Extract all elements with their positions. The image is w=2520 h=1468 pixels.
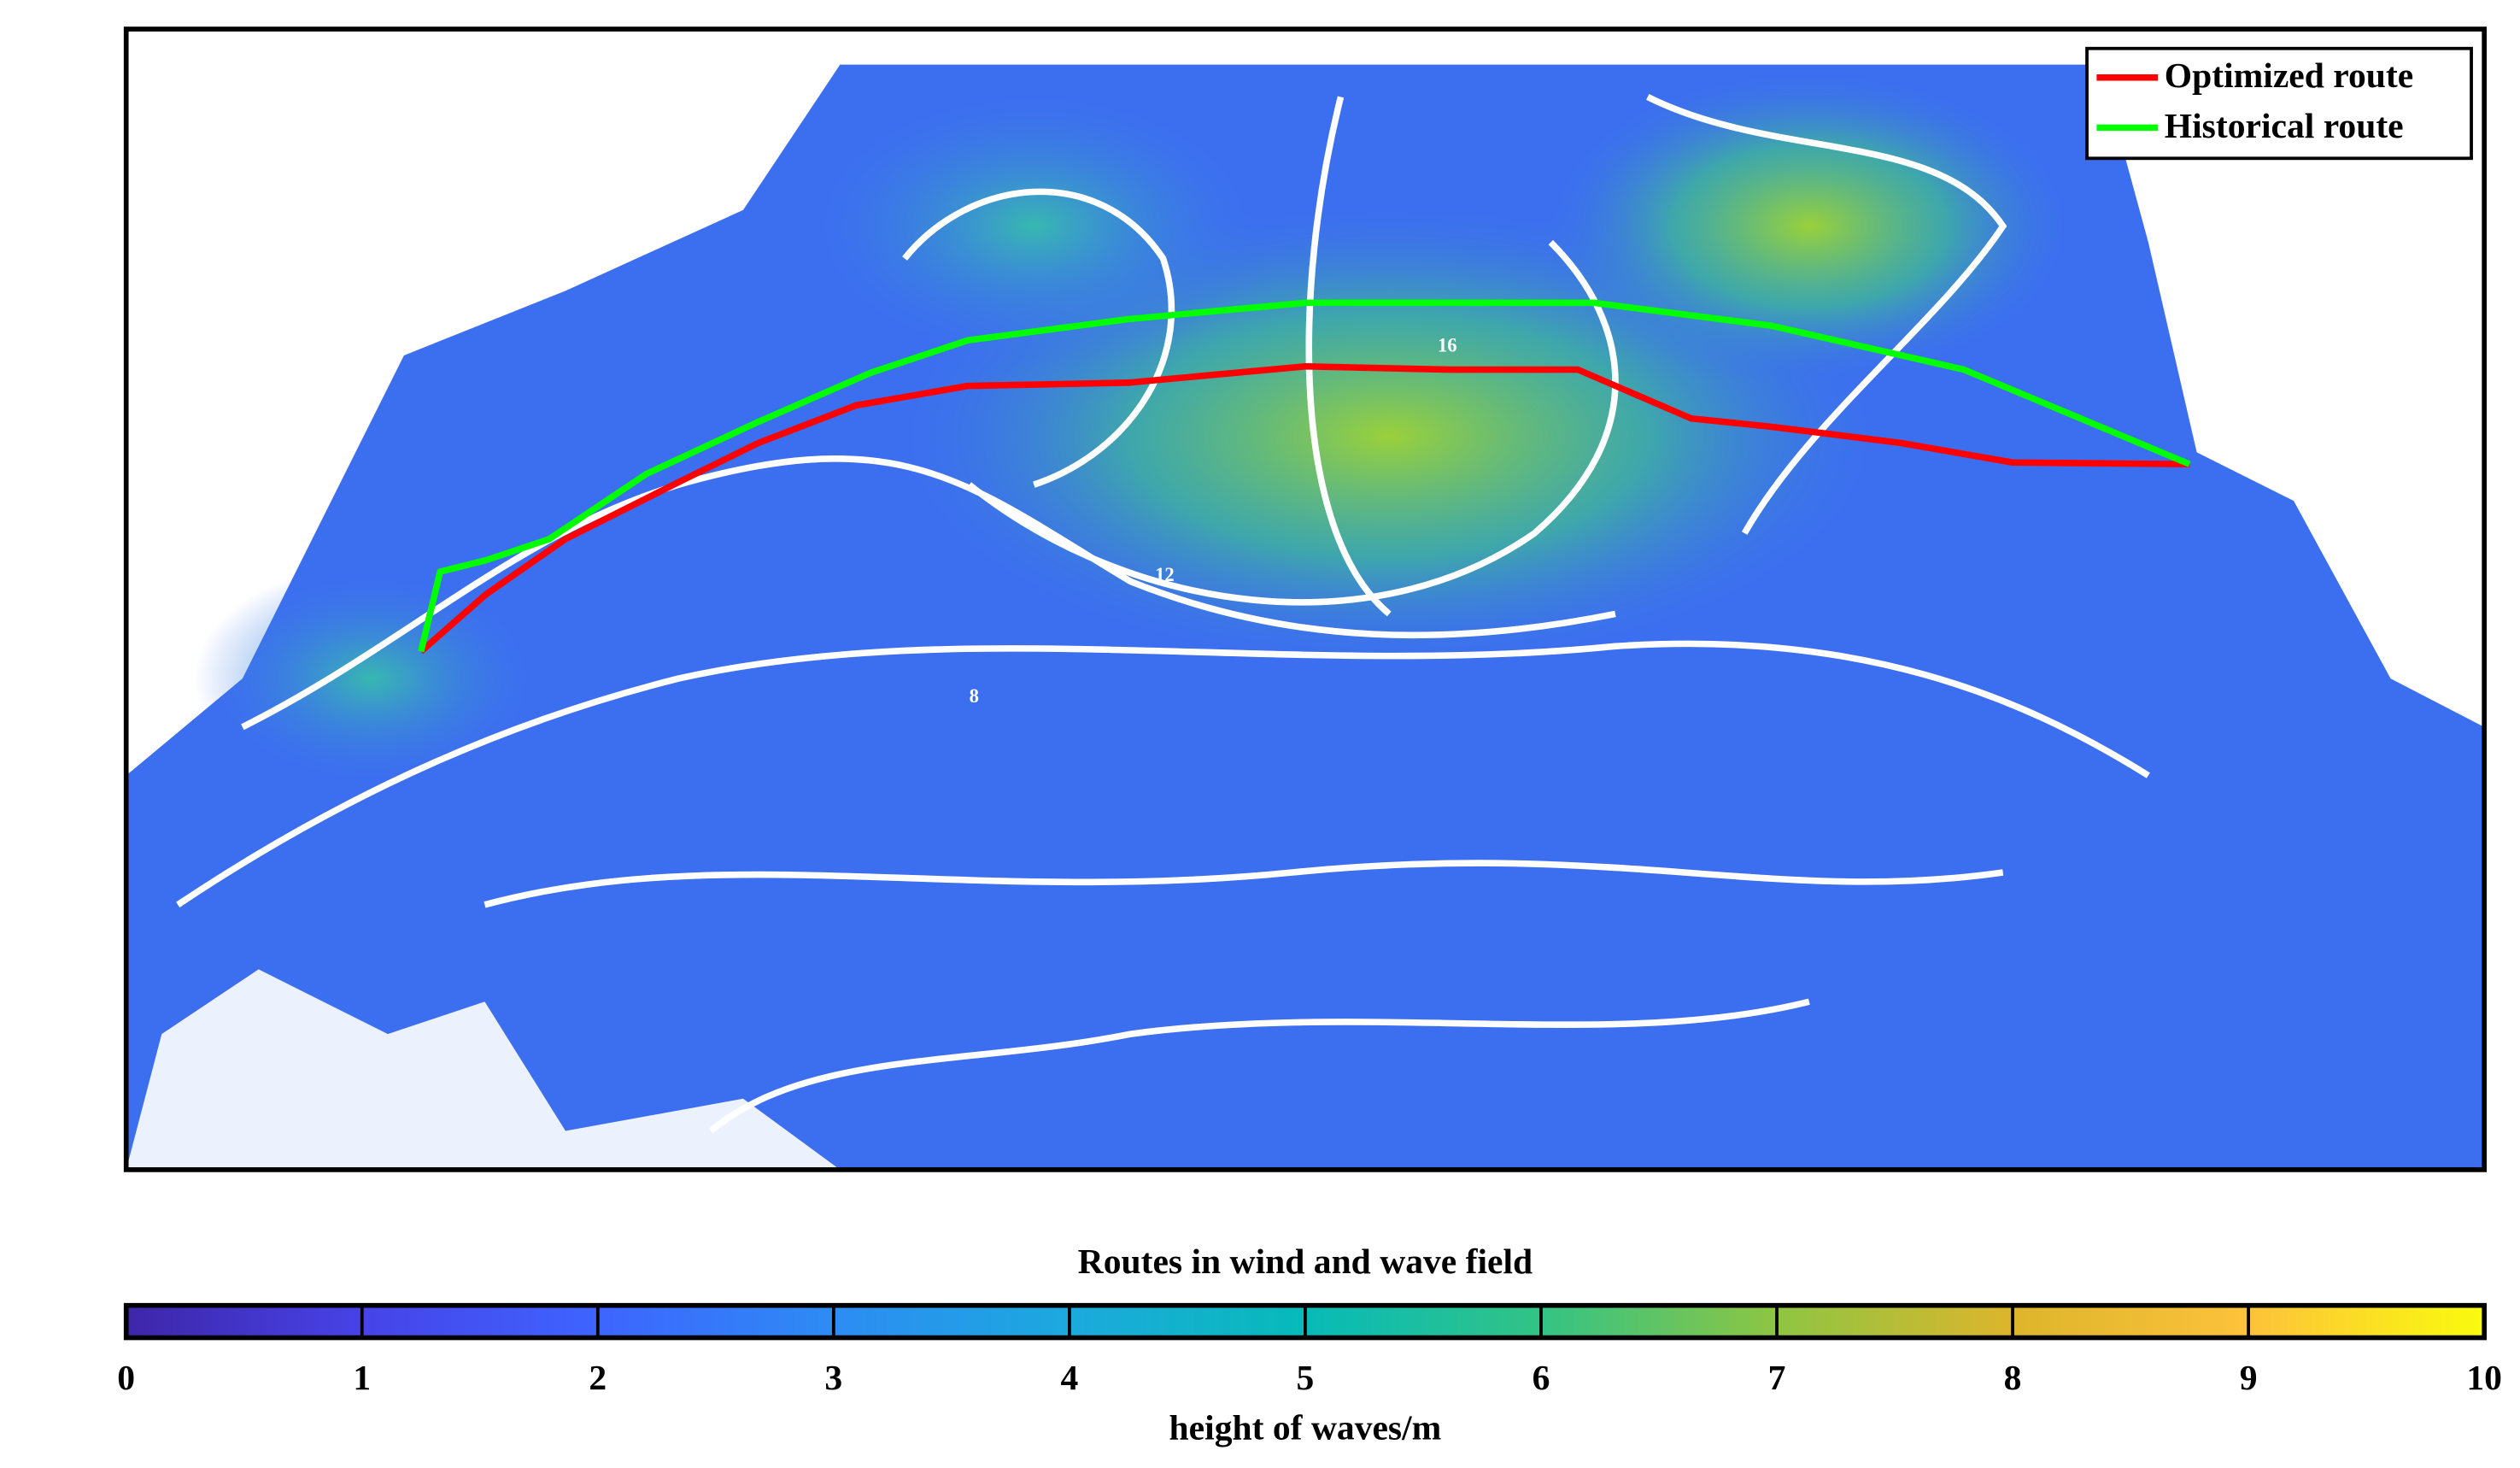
colorbar-tick-label: 0 xyxy=(117,1358,135,1397)
colorbar-tick-label: 9 xyxy=(2240,1358,2258,1397)
colorbar-tick-label: 8 xyxy=(2004,1358,2022,1397)
colorbar-tick-label: 2 xyxy=(589,1358,607,1397)
route-line xyxy=(418,299,2191,653)
legend-label: Historical route xyxy=(2165,106,2404,145)
contour-label: 8 xyxy=(970,685,979,707)
contour-label: 12 xyxy=(1155,564,1175,585)
colorbar-tick-label: 6 xyxy=(1533,1358,1550,1397)
colorbar-tick-label: 10 xyxy=(2466,1358,2502,1397)
colorbar-tick-label: 3 xyxy=(824,1358,842,1397)
colorbar-tick-label: 4 xyxy=(1060,1358,1078,1397)
wave-field: 8 12 16 xyxy=(126,29,2485,1170)
chart-title: Routes in wind and wave field xyxy=(1078,1242,1533,1281)
colorbar-label: height of waves/m xyxy=(1169,1408,1442,1447)
frame xyxy=(123,26,2488,1172)
contour-label: 16 xyxy=(1438,335,1457,356)
legend: Optimized route Historical route xyxy=(2085,46,2473,161)
colorbar-tick-label: 5 xyxy=(1297,1358,1315,1397)
legend-label: Optimized route xyxy=(2165,56,2413,95)
colorbar-tick-label: 1 xyxy=(353,1358,371,1397)
route-line xyxy=(419,362,2190,655)
colorbar-tick-label: 7 xyxy=(1768,1358,1786,1397)
